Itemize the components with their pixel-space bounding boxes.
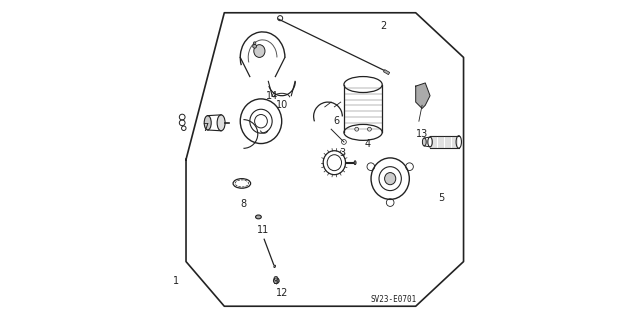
- Text: 8: 8: [241, 199, 246, 209]
- Ellipse shape: [254, 45, 265, 57]
- Text: 11: 11: [257, 225, 269, 235]
- Text: 9: 9: [272, 276, 278, 286]
- Text: 3: 3: [339, 148, 346, 158]
- Ellipse shape: [422, 138, 426, 146]
- Ellipse shape: [217, 115, 225, 131]
- Polygon shape: [416, 83, 430, 108]
- Text: 13: 13: [416, 129, 428, 139]
- Text: 12: 12: [276, 288, 288, 299]
- Text: 10: 10: [276, 100, 288, 110]
- Text: SV23-E0701: SV23-E0701: [371, 295, 417, 304]
- Text: 14: 14: [266, 91, 278, 101]
- Text: 2: 2: [381, 20, 387, 31]
- Bar: [383, 70, 390, 75]
- Ellipse shape: [354, 161, 356, 165]
- Text: 1: 1: [173, 276, 179, 286]
- Circle shape: [253, 44, 257, 48]
- Ellipse shape: [255, 215, 261, 219]
- Ellipse shape: [385, 173, 396, 185]
- Circle shape: [273, 278, 279, 284]
- Ellipse shape: [204, 116, 211, 130]
- Text: 6: 6: [333, 116, 339, 126]
- Text: 7: 7: [202, 122, 208, 133]
- Ellipse shape: [274, 265, 276, 268]
- Text: 5: 5: [438, 193, 444, 203]
- Text: 4: 4: [365, 138, 371, 149]
